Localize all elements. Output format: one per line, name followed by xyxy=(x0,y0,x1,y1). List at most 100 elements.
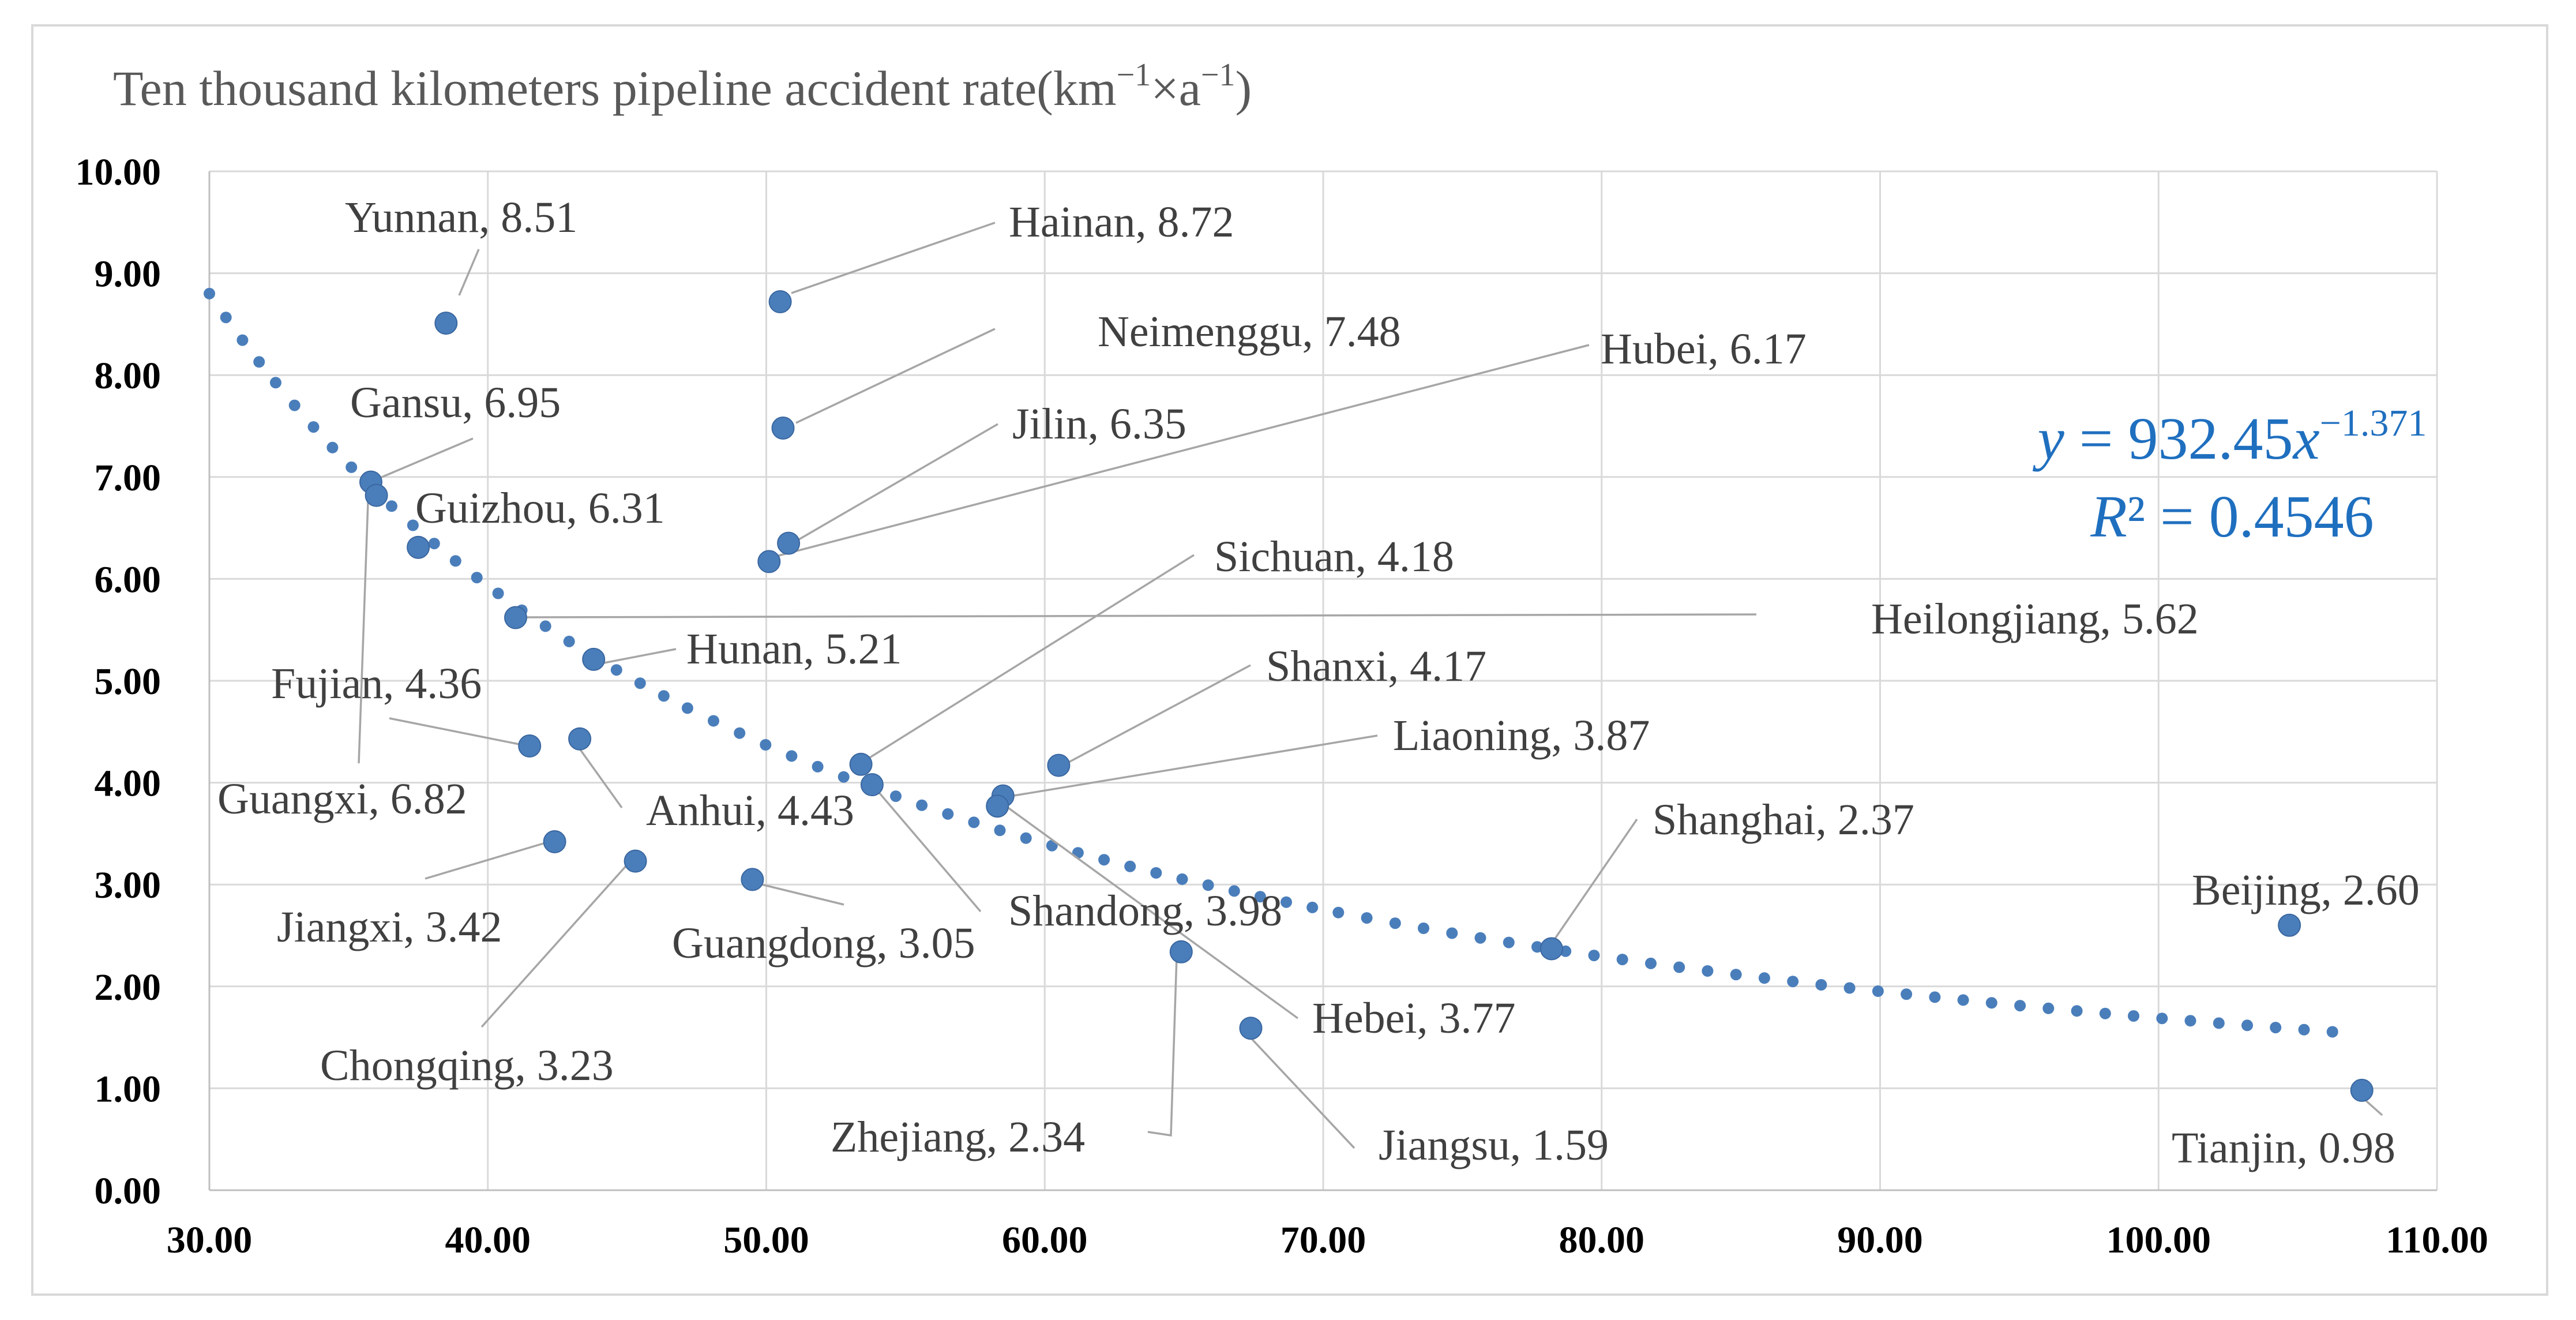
trendline-dot xyxy=(1758,972,1770,984)
trendline-dot xyxy=(1254,891,1266,903)
data-point xyxy=(849,752,873,776)
trendline-dot xyxy=(1730,969,1742,981)
trendline-dot xyxy=(1929,991,1941,1003)
trendline-dot xyxy=(428,538,440,550)
trendline-dot xyxy=(1872,985,1884,997)
y-tick-label: 4.00 xyxy=(95,763,162,805)
trendline-dot xyxy=(1418,922,1429,934)
point-label: Anhui, 4.43 xyxy=(646,786,854,835)
leader-line xyxy=(865,554,1195,762)
trendline-dot xyxy=(2270,1022,2282,1034)
data-point xyxy=(518,734,542,757)
trendline-dot xyxy=(2099,1007,2111,1019)
tick-labels: 30.00 40.00 50.00 60.00 70.00 80.00 90.00 100.0… xyxy=(76,151,2488,1261)
trendline-dot xyxy=(1645,957,1657,969)
trendline-dot xyxy=(449,555,461,567)
data-point xyxy=(504,606,527,629)
trendline-dot xyxy=(610,664,622,676)
data-point xyxy=(1239,1017,1263,1040)
leader-line xyxy=(1003,734,1378,798)
trendline-dot xyxy=(407,519,419,531)
leader-line xyxy=(458,249,480,296)
trendline-dot xyxy=(1616,954,1628,966)
y-tick-label: 7.00 xyxy=(95,457,162,499)
y-tick-label: 0.00 xyxy=(95,1170,162,1212)
x-tick-label: 70.00 xyxy=(1281,1219,1366,1261)
point-label: Shandong, 3.98 xyxy=(1008,887,1282,935)
trendline-dot xyxy=(1702,965,1714,977)
title-main: Ten thousand kilometers pipeline acciden… xyxy=(113,61,1117,116)
trendline-dot xyxy=(1202,879,1214,891)
axes xyxy=(208,171,2437,1191)
trendline-dot xyxy=(492,587,504,599)
trendline-dot xyxy=(1020,832,1032,844)
x-tick-label: 110.00 xyxy=(2386,1219,2488,1261)
data-point xyxy=(860,773,884,797)
trendline-dot xyxy=(1985,997,1997,1009)
trendline-dot xyxy=(734,727,746,739)
leader-line xyxy=(1545,819,1638,952)
trendline-dot xyxy=(1072,847,1084,859)
title-sup2: −1 xyxy=(1201,57,1236,93)
trendline-dot xyxy=(1588,950,1600,962)
r2-rest: ² = 0.4546 xyxy=(2127,483,2374,550)
data-point xyxy=(1539,937,1563,961)
point-label: Guangdong, 3.05 xyxy=(672,919,975,967)
trendline-dot xyxy=(942,808,954,820)
x-tick-label: 90.00 xyxy=(1837,1219,1923,1261)
leader-line xyxy=(1001,802,1299,1019)
trend-equation: y = 932.45x−1.371 xyxy=(2033,402,2427,472)
trendline-dot xyxy=(539,620,551,632)
leader-line xyxy=(374,437,474,481)
trendline-dot xyxy=(220,312,232,324)
trendline-dot xyxy=(1503,936,1515,948)
point-label: Shanghai, 2.37 xyxy=(1653,796,1914,844)
trendline-dot xyxy=(1787,976,1799,988)
leader-line xyxy=(480,863,629,1028)
trendline-dot xyxy=(838,771,850,783)
trendline-dot xyxy=(269,377,281,389)
trendline-dot xyxy=(1098,854,1110,866)
x-tick-label: 80.00 xyxy=(1559,1219,1645,1261)
trendline-dot xyxy=(307,421,320,433)
trendline-dot xyxy=(563,635,575,647)
trendline-dot xyxy=(786,750,798,762)
leader-line xyxy=(778,344,1590,557)
trendline-dot xyxy=(1389,917,1401,929)
point-label: Hubei, 6.17 xyxy=(1601,325,1807,373)
chart-frame xyxy=(31,24,2548,1296)
trendline-dot xyxy=(1361,912,1373,924)
trendline-dot xyxy=(1306,901,1319,913)
point-label: Tianjin, 0.98 xyxy=(2172,1124,2395,1172)
data-point xyxy=(1047,753,1071,777)
data-point xyxy=(777,531,801,555)
data-point xyxy=(2350,1078,2374,1102)
eq-body: = 932.45 xyxy=(2064,406,2293,472)
point-label: Beijing, 2.60 xyxy=(2192,866,2420,914)
point-label: Shanxi, 4.17 xyxy=(1266,642,1486,691)
y-tick-label: 3.00 xyxy=(95,864,162,906)
trendline-dot xyxy=(916,799,928,811)
data-points xyxy=(359,290,2374,1102)
trendline-dot xyxy=(1281,896,1292,908)
trendline-dot xyxy=(2213,1017,2225,1029)
trendline-dot xyxy=(1150,867,1162,879)
trendline-dot xyxy=(1176,873,1188,885)
point-label: Jilin, 6.35 xyxy=(1012,400,1186,448)
data-point xyxy=(771,417,795,440)
trendline-dot xyxy=(2326,1026,2338,1038)
leader-line xyxy=(521,613,1757,618)
trend-r2: R² = 0.4546 xyxy=(2090,483,2374,550)
data-point xyxy=(2278,913,2301,937)
point-label: Neimenggu, 7.48 xyxy=(1098,308,1401,356)
trendline-dot xyxy=(471,572,483,584)
trendline-dot xyxy=(1474,932,1486,944)
data-point xyxy=(624,849,647,873)
point-label: Heilongjiang, 5.62 xyxy=(1871,595,2199,643)
trendline-dot xyxy=(890,790,902,802)
y-tick-label: 9.00 xyxy=(95,253,162,295)
point-label: Guizhou, 6.31 xyxy=(415,484,665,532)
point-label: Liaoning, 3.87 xyxy=(1393,711,1650,760)
point-label: Chongqing, 3.23 xyxy=(320,1041,614,1090)
eq-exp: −1.371 xyxy=(2320,402,2427,444)
